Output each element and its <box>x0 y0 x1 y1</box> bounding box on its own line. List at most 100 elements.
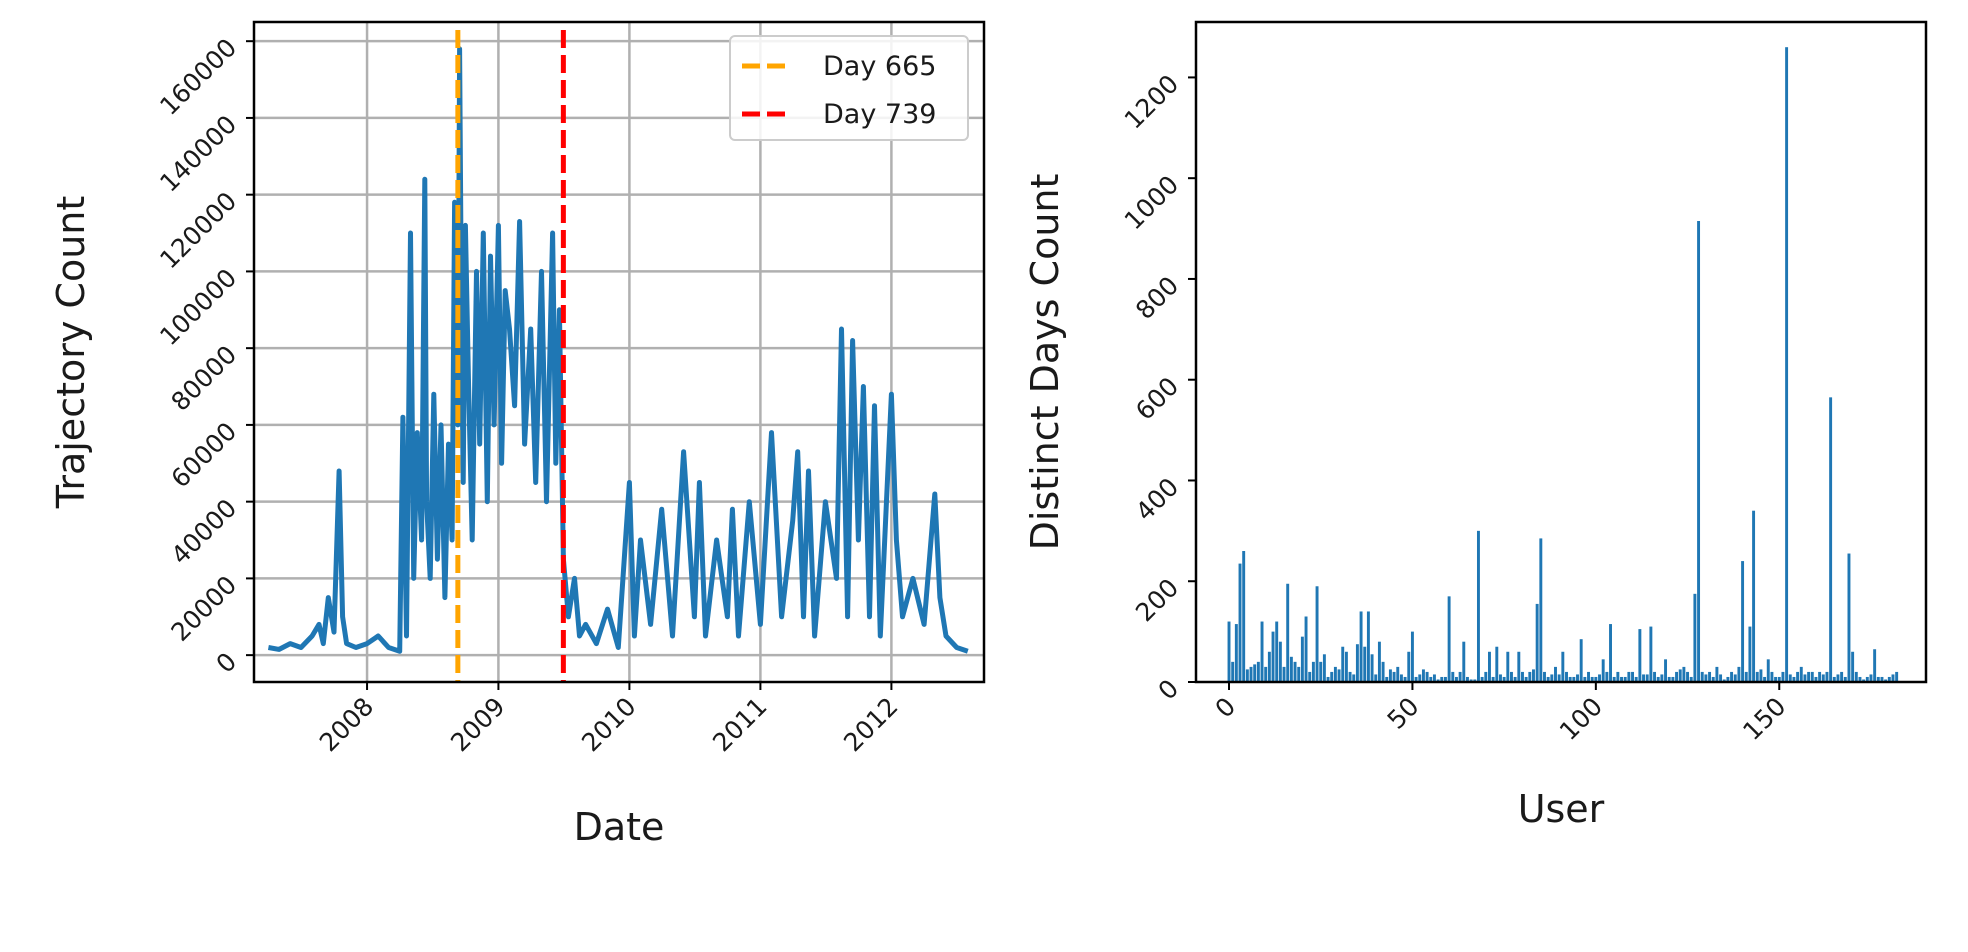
chart2-bar <box>1774 676 1778 682</box>
chart2-x-axis-label: User <box>1518 787 1605 831</box>
chart2-bar <box>1752 510 1756 682</box>
chart1-legend: Day 665 Day 739 <box>729 35 969 141</box>
chart2-bar <box>1322 654 1326 682</box>
chart2-bar <box>1814 676 1818 682</box>
chart2-bar <box>1623 676 1627 682</box>
chart2-bar <box>1352 674 1356 682</box>
chart2-bar <box>1719 674 1723 682</box>
chart2-bar <box>1245 669 1249 682</box>
chart2-bar <box>1473 679 1477 682</box>
chart2-bar <box>1513 676 1517 682</box>
chart2-x-tick-label: 50 <box>1382 692 1425 735</box>
chart2-bar <box>1726 676 1730 682</box>
chart2-bar <box>1396 666 1400 682</box>
chart2-bar <box>1862 679 1866 682</box>
chart2-bar <box>1748 626 1752 682</box>
chart2-bar <box>1554 666 1557 682</box>
chart2-bar <box>1590 676 1594 682</box>
chart2-bar <box>1697 221 1701 682</box>
chart2-bar <box>1803 674 1807 682</box>
chart2-bars <box>1227 47 1899 682</box>
chart2-bar <box>1392 671 1396 682</box>
chart2-bar <box>1598 674 1601 682</box>
chart2-bar <box>1792 676 1796 682</box>
chart2-frame <box>1194 20 1928 684</box>
chart2-bar <box>1689 676 1693 682</box>
chart2-bar <box>1429 676 1433 682</box>
chart2-bar <box>1799 666 1803 682</box>
chart2-bar <box>1667 676 1671 682</box>
chart2-bar <box>1484 671 1488 682</box>
chart1-y-tick-label: 60000 <box>165 417 242 494</box>
chart2-bar <box>1374 674 1378 682</box>
chart2-bar <box>1227 621 1231 682</box>
chart2-bar <box>1249 666 1253 682</box>
chart2-bar <box>1704 674 1708 682</box>
chart2-bar <box>1476 530 1480 682</box>
chart1-x-tick-label: 2010 <box>576 692 641 757</box>
chart2-bar <box>1539 538 1543 682</box>
chart1-x-tick-label: 2008 <box>314 692 379 757</box>
chart2-bar <box>1777 676 1781 682</box>
chart2-bar <box>1454 676 1458 682</box>
chart2-bar <box>1282 666 1286 682</box>
chart2-bar <box>1488 651 1491 682</box>
chart2-bar <box>1344 651 1348 682</box>
chart2-bar <box>1300 636 1304 682</box>
chart1-legend-label: Day 739 <box>823 99 936 130</box>
chart2-bar <box>1297 666 1301 682</box>
chart2-bar <box>1366 611 1370 682</box>
chart2-bar <box>1517 651 1521 682</box>
chart2-bar <box>1763 676 1767 682</box>
chart2-bar <box>1535 603 1539 682</box>
chart2-bar <box>1275 621 1279 682</box>
chart2-bar <box>1594 676 1598 682</box>
chart2-bar <box>1700 671 1704 682</box>
chart2-bar <box>1579 639 1583 682</box>
chart2-bar <box>1810 671 1814 682</box>
chart2-bar <box>1829 397 1833 682</box>
chart2-bar <box>1620 676 1623 682</box>
chart2-bar <box>1854 671 1858 682</box>
chart2-bar <box>1645 674 1649 682</box>
chart2-bar <box>1341 646 1345 682</box>
chart1-x-tick-label: 2012 <box>838 692 903 757</box>
chart2-bar <box>1363 646 1367 682</box>
chart2-bar <box>1759 669 1763 682</box>
chart2-bar <box>1601 659 1605 682</box>
chart2-bar <box>1891 674 1895 682</box>
chart2-bar <box>1733 674 1737 682</box>
chart2-bar <box>1546 676 1550 682</box>
chart2-bar <box>1234 624 1238 682</box>
chart2-bar <box>1304 616 1308 682</box>
chart1-legend-box <box>729 35 969 141</box>
chart2-ticks: 0 200 400 600 800 1000 1200 0 50 100 150 <box>1119 69 1792 746</box>
chart1-x-axis-label: Date <box>574 805 665 849</box>
chart2-bar <box>1410 631 1414 682</box>
chart2-bar <box>1678 669 1682 682</box>
chart2-bar <box>1631 671 1634 682</box>
chart2-bar <box>1256 661 1260 682</box>
chart2-bar <box>1502 676 1506 682</box>
chart2-bar <box>1711 676 1715 682</box>
chart2-bar <box>1370 654 1374 682</box>
chart2-bar <box>1278 641 1282 682</box>
chart2-bar <box>1414 676 1418 682</box>
chart2-bar <box>1242 551 1246 682</box>
chart2-bar <box>1308 671 1312 682</box>
chart2-bar <box>1638 629 1642 682</box>
chart2-bar <box>1825 671 1829 682</box>
chart2-bar <box>1528 671 1532 682</box>
chart2-bar <box>1315 586 1319 682</box>
chart1-reference-lines <box>455 30 566 682</box>
chart2-x-tick-label: 150 <box>1737 692 1791 746</box>
chart1-frame <box>252 20 986 684</box>
chart2-bar <box>1583 676 1587 682</box>
chart2-bar <box>1693 593 1697 682</box>
chart1-y-tick-label: 140000 <box>154 110 242 198</box>
chart1-y-tick-label: 20000 <box>165 570 242 647</box>
chart2-bar <box>1521 671 1524 682</box>
chart2-y-tick-label: 400 <box>1130 472 1184 526</box>
chart2-bar <box>1267 651 1271 682</box>
chart2-bar <box>1480 676 1484 682</box>
